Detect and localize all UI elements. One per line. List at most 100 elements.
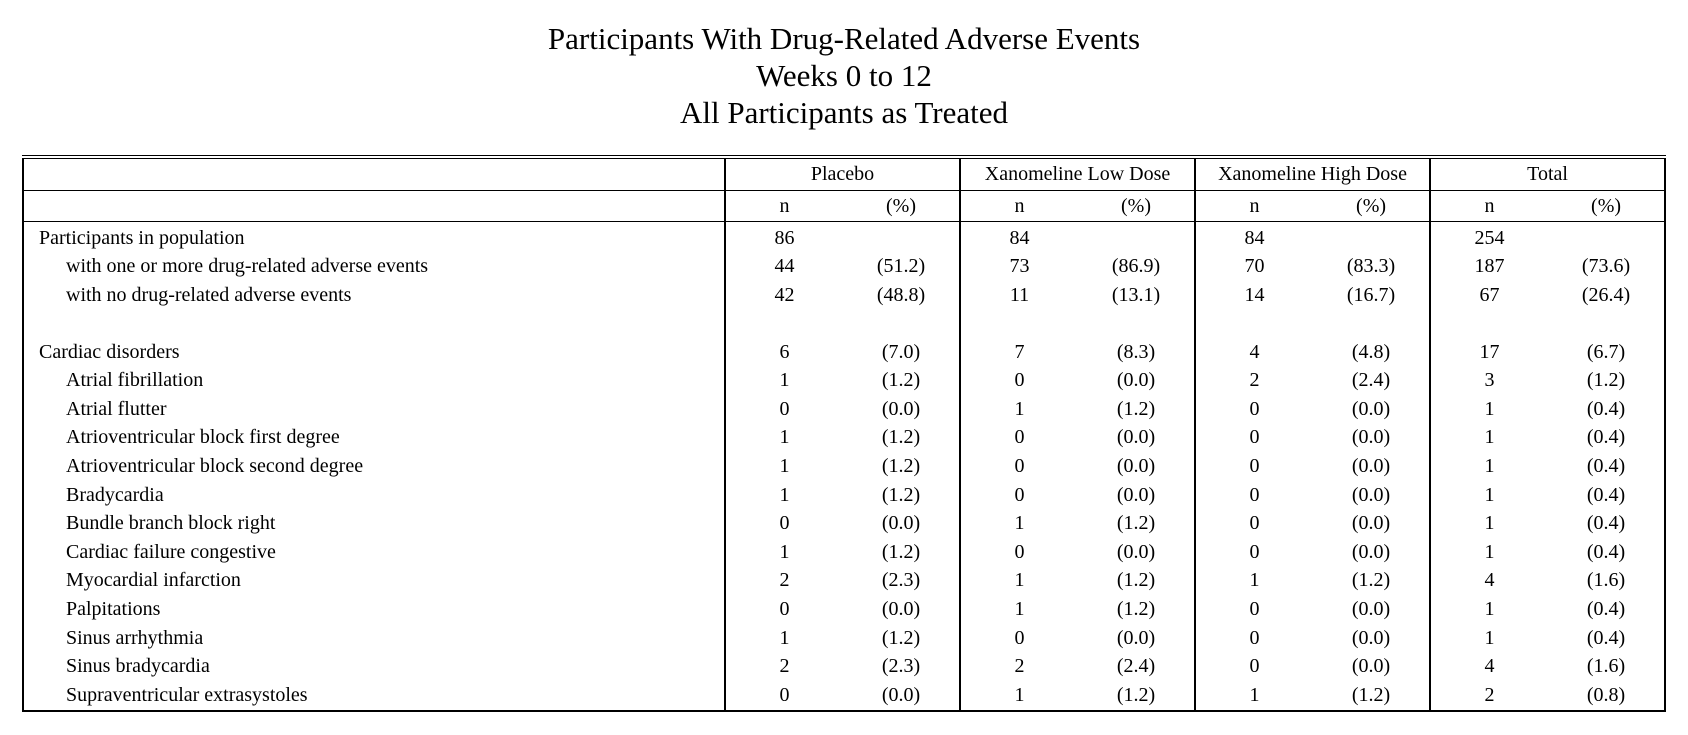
cell-pct: (1.2) [881,540,921,563]
cell-pct [1548,222,1665,253]
cell-n: 1 [959,509,1078,538]
row-label: Atrial fibrillation [66,369,204,392]
cell-n: 14 [1194,281,1314,310]
cell-pct: (0.8) [1586,683,1626,706]
cell-pct: (1.2) [881,483,921,506]
cell-n: 17 [1429,337,1549,367]
cell-n: 1 [724,452,843,481]
spacer-cell [724,309,843,338]
cell-n: 1 [1429,394,1549,424]
cell-n: 0 [1194,452,1314,481]
cell-pct: (1.2) [881,426,921,449]
cell-n: 2 [724,566,843,596]
cell-n: 0 [1194,537,1314,567]
cell-n: 1 [959,680,1078,711]
cell-pct: (6.7) [1586,340,1626,363]
row-label: Cardiac failure congestive [66,540,276,563]
cell-n: 1 [1429,595,1549,624]
cell-n: 0 [1194,394,1314,424]
table-row: Atrial flutter 0 (0.0) 1 (1.2) 0 (0.0) 1 (0.4) [23,394,1665,424]
title-line-3: All Participants as Treated [679,95,1009,130]
row-label: Myocardial infarction [66,569,241,592]
cell-n: 0 [1194,509,1314,538]
cell-pct: (0.0) [881,683,921,706]
cell-pct: (1.2) [1116,683,1156,706]
cell-n: 1 [959,566,1078,596]
table-row: Sinus arrhythmia 1 (1.2) 0 (0.0) 0 (0.0) 1 (0.4) [23,623,1665,653]
cell-pct: (1.6) [1586,655,1626,678]
table-row: with one or more drug-related adverse ev… [23,252,1665,282]
cell-n: 70 [1194,252,1314,282]
cell-n: 254 [1429,221,1549,253]
cell-n: 73 [959,252,1078,282]
table-row: Supraventricular extrasystoles 0 (0.0) 1 (1.… [23,680,1665,711]
cell-n: 2 [1194,366,1314,395]
spacer-cell [1429,309,1549,338]
cell-n: 0 [724,680,843,711]
cell-pct: (2.4) [1351,369,1391,392]
cell-n: 0 [724,394,843,424]
header-n: n [724,190,843,222]
row-label: with no drug-related adverse events [66,283,352,306]
cell-n: 3 [1429,366,1549,395]
cell-pct: (1.2) [1116,569,1156,592]
cell-n: 0 [1194,623,1314,653]
cell-pct: (1.2) [1586,369,1626,392]
cell-pct: (0.4) [1586,426,1626,449]
header-pct: (%) [1078,190,1196,222]
cell-n: 11 [959,281,1078,310]
cell-n: 1 [724,537,843,567]
table-container: Placebo Xanomeline Low Dose Xanomeline H… [22,155,1667,712]
cell-pct: (0.0) [1351,626,1391,649]
cell-n: 7 [959,337,1078,367]
header-pct: (%) [1548,190,1666,222]
cell-pct: (0.0) [1351,597,1391,620]
cell-pct [843,222,960,253]
cell-pct: (0.4) [1586,483,1626,506]
header-pct: (%) [843,190,960,222]
cell-pct: (26.4) [1581,283,1631,306]
cell-pct: (0.4) [1586,540,1626,563]
header-blank [23,157,725,191]
title-line-1: Participants With Drug-Related Adverse E… [547,21,1141,56]
table-row: Myocardial infarction 2 (2.3) 1 (1.2) 1 (1.2) 4… [23,566,1665,596]
row-label: Sinus bradycardia [66,655,210,678]
cell-pct: (0.0) [1116,426,1156,449]
header-pct: (%) [1313,190,1431,222]
cell-n: 1 [724,623,843,653]
cell-pct: (0.0) [1351,483,1391,506]
title-line-2: Weeks 0 to 12 [756,58,932,93]
cell-pct: (0.4) [1586,397,1626,420]
header-group-high-dose: Xanomeline High Dose [1194,157,1431,191]
cell-pct: (0.0) [1351,655,1391,678]
cell-n: 1 [1429,423,1549,453]
cell-pct: (0.0) [1351,397,1391,420]
cell-pct: (1.6) [1586,569,1626,592]
row-label: Supraventricular extrasystoles [66,683,308,706]
cell-n: 0 [959,537,1078,567]
spacer-cell [959,309,1078,338]
cell-n: 0 [724,509,843,538]
cell-n: 0 [1194,595,1314,624]
row-label: Atrioventricular block second degree [66,454,364,477]
cell-n: 42 [724,281,843,310]
cell-pct: (0.4) [1586,454,1626,477]
adverse-events-table: Placebo Xanomeline Low Dose Xanomeline H… [22,155,1667,712]
report-title: Participants With Drug-Related Adverse E… [0,20,1688,131]
cell-pct [1078,222,1195,253]
row-label: with one or more drug-related adverse ev… [66,255,429,278]
row-label: Sinus arrhythmia [66,626,204,649]
table-row: Bundle branch block right 0 (0.0) 1 (1.2) 0 (0… [23,509,1665,538]
cell-n: 86 [724,221,843,253]
cell-n: 44 [724,252,843,282]
cell-n: 0 [959,452,1078,481]
cell-n: 4 [1429,652,1549,681]
cell-n: 1 [1429,509,1549,538]
table-row: Sinus bradycardia 2 (2.3) 2 (2.4) 0 (0.0) 4 (1.6… [23,652,1665,681]
cell-pct: (13.1) [1111,283,1161,306]
cell-n: 84 [1194,221,1314,253]
cell-pct: (86.9) [1111,255,1161,278]
cell-n: 4 [1429,566,1549,596]
cell-pct: (0.4) [1586,597,1626,620]
cell-n: 1 [1194,680,1314,711]
